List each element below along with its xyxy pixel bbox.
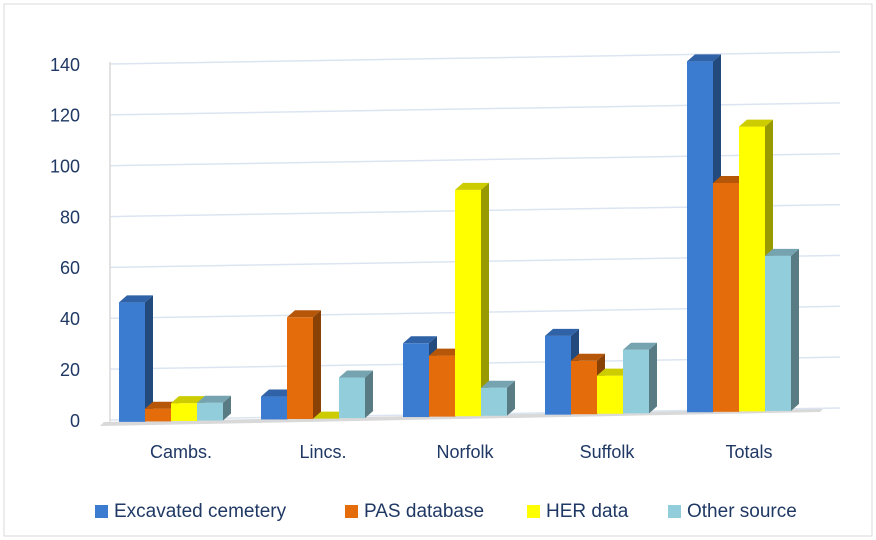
bar-side xyxy=(507,380,515,416)
bar-side xyxy=(791,248,799,411)
x-tick-label: Norfolk xyxy=(436,442,494,462)
bar-top xyxy=(145,401,179,409)
bar-top xyxy=(739,119,773,127)
bar xyxy=(765,248,799,411)
bar xyxy=(287,310,321,420)
bar-top xyxy=(313,411,347,419)
bar xyxy=(313,411,347,419)
y-tick-label: 100 xyxy=(50,156,80,176)
x-tick-label: Cambs. xyxy=(150,442,212,462)
bar-front xyxy=(765,255,791,411)
bar-top xyxy=(171,396,205,404)
x-tick-label: Totals xyxy=(725,442,772,462)
bar-front xyxy=(171,403,197,421)
legend-label: PAS database xyxy=(364,501,484,522)
y-tick-label: 60 xyxy=(60,258,80,278)
bar-front xyxy=(429,355,455,417)
bar xyxy=(119,295,153,422)
bar-top xyxy=(429,348,463,356)
bar-top xyxy=(455,182,489,190)
bar-top xyxy=(119,295,153,303)
bar-front xyxy=(339,377,365,419)
bar-side xyxy=(481,182,489,417)
bar-front xyxy=(739,126,765,412)
bar-front xyxy=(261,396,287,420)
bar xyxy=(197,395,231,421)
y-tick-label: 140 xyxy=(50,55,80,75)
bar xyxy=(687,54,721,413)
grid-line xyxy=(109,51,841,65)
legend-label: Other source xyxy=(687,501,797,522)
bar-top xyxy=(287,310,321,318)
bar-front xyxy=(145,408,171,422)
y-tick-label: 20 xyxy=(60,360,80,380)
bar-top xyxy=(687,54,721,62)
bar xyxy=(623,342,657,414)
bar-front xyxy=(287,317,313,420)
y-tick-label: 40 xyxy=(60,309,80,329)
y-tick-label: 80 xyxy=(60,207,80,227)
bar-top xyxy=(197,395,231,403)
bar-front xyxy=(623,349,649,414)
bar-front xyxy=(713,182,739,412)
legend-label: HER data xyxy=(546,501,629,522)
bar-side xyxy=(313,310,321,420)
bar-front xyxy=(403,343,429,418)
bar-top xyxy=(261,389,295,397)
bar-top xyxy=(597,368,631,376)
bar-side xyxy=(365,370,373,419)
bar-front xyxy=(687,61,713,413)
bar-side xyxy=(145,295,153,422)
bar xyxy=(455,182,489,417)
bar-side xyxy=(649,342,657,414)
y-tick-label: 0 xyxy=(70,411,80,431)
bar-front xyxy=(571,360,597,415)
bar-front xyxy=(481,387,507,416)
bar-top xyxy=(403,336,437,344)
legend-swatch xyxy=(345,505,358,518)
bar-front xyxy=(597,375,623,414)
legend-swatch xyxy=(527,505,540,518)
bar-front xyxy=(119,302,145,422)
bar-top xyxy=(623,342,657,350)
bar-top xyxy=(339,370,373,378)
bar-top xyxy=(545,328,579,336)
y-tick-label: 120 xyxy=(50,106,80,126)
legend-label: Excavated cemetery xyxy=(114,501,287,522)
legend-swatch xyxy=(668,505,681,518)
bar xyxy=(481,380,515,416)
bar-top xyxy=(571,353,605,361)
bar xyxy=(339,370,373,419)
bar-front xyxy=(545,335,571,415)
bar-front xyxy=(197,402,223,421)
bar-top xyxy=(765,248,799,256)
legend-swatch xyxy=(95,505,108,518)
bar-top xyxy=(713,175,747,183)
bar-front xyxy=(455,189,481,417)
x-tick-label: Lincs. xyxy=(299,442,346,462)
x-tick-label: Suffolk xyxy=(580,442,636,462)
bar-top xyxy=(481,380,515,388)
bar-side xyxy=(223,395,231,421)
